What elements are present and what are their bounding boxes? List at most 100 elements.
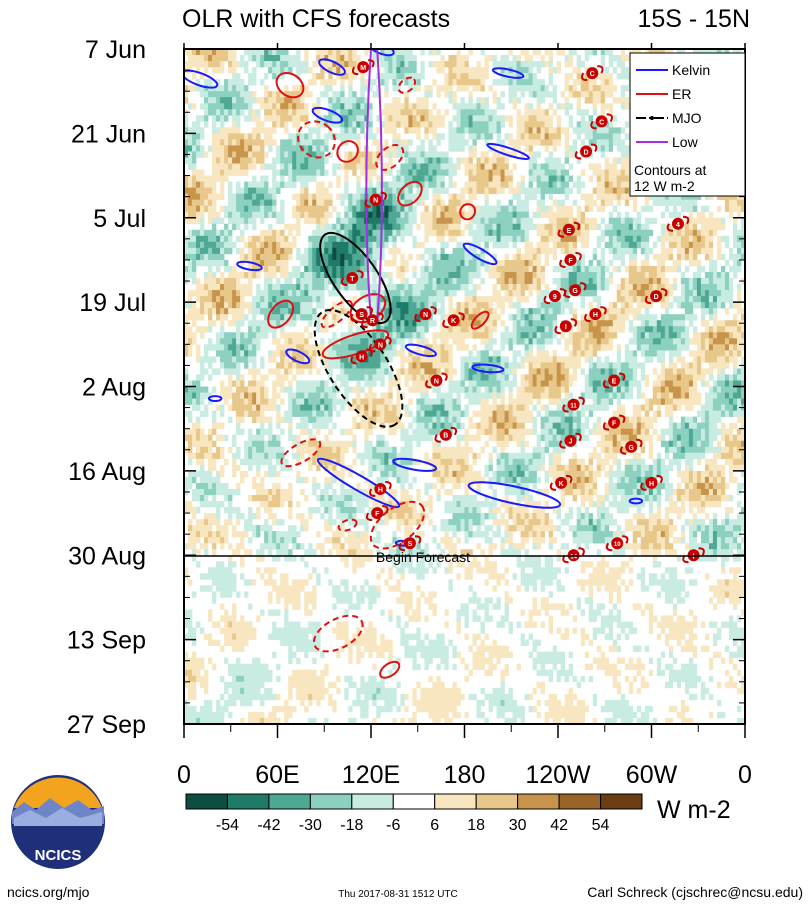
olr-cell <box>592 127 598 134</box>
olr-cell <box>460 314 465 321</box>
olr-cell <box>464 61 469 68</box>
olr-cell <box>528 247 533 255</box>
olr-cell <box>428 145 433 152</box>
olr-cell <box>520 199 525 206</box>
olr-cell <box>668 302 674 309</box>
olr-cell <box>572 271 577 279</box>
olr-cell <box>540 187 545 194</box>
olr-cell <box>380 241 385 249</box>
olr-cell <box>496 133 501 140</box>
olr-cell <box>572 332 577 339</box>
olr-cell <box>228 308 233 315</box>
olr-cell <box>700 296 706 303</box>
olr-cell <box>568 163 573 170</box>
olr-cell <box>404 199 409 206</box>
olr-cell <box>236 271 241 279</box>
olr-cell <box>244 49 249 56</box>
olr-cell <box>280 175 285 182</box>
olr-cell <box>224 265 229 273</box>
olr-cell <box>368 85 373 92</box>
olr-cell <box>608 127 614 134</box>
olr-cell <box>448 211 453 219</box>
olr-cell <box>600 253 606 261</box>
olr-cell <box>396 49 401 56</box>
olr-cell <box>720 235 726 243</box>
olr-cell <box>240 320 245 327</box>
olr-cell <box>484 115 489 122</box>
olr-cell <box>304 338 309 345</box>
olr-cell <box>232 55 237 62</box>
olr-cell <box>516 265 521 273</box>
olr-cell <box>372 55 377 62</box>
olr-cell <box>596 181 602 188</box>
olr-cell <box>636 217 642 225</box>
olr-cell <box>672 296 678 303</box>
olr-cell <box>388 271 393 279</box>
olr-cell <box>372 151 377 158</box>
olr-cell <box>288 278 293 285</box>
olr-cell <box>612 67 618 74</box>
olr-cell <box>384 181 389 188</box>
olr-cell <box>200 217 205 225</box>
olr-cell <box>600 61 606 68</box>
olr-cell <box>272 49 277 56</box>
olr-cell <box>592 290 598 297</box>
olr-cell <box>212 241 217 249</box>
olr-cell <box>440 278 445 285</box>
olr-cell <box>360 121 365 128</box>
olr-cell <box>232 121 237 128</box>
olr-cell <box>576 265 582 273</box>
olr-cell <box>432 253 437 261</box>
olr-cell <box>536 163 541 170</box>
olr-cell <box>460 211 465 219</box>
olr-cell <box>644 271 650 279</box>
olr-cell <box>216 193 221 200</box>
olr-cell <box>736 205 742 213</box>
olr-cell <box>256 205 261 213</box>
olr-cell <box>684 314 690 321</box>
olr-cell <box>300 151 305 158</box>
olr-cell <box>672 229 678 237</box>
olr-cell <box>664 265 670 273</box>
olr-cell <box>184 175 189 182</box>
olr-cell <box>304 121 309 128</box>
olr-cell <box>544 61 549 68</box>
olr-cell <box>220 151 225 158</box>
olr-cell <box>216 296 221 303</box>
olr-cell <box>272 338 277 345</box>
olr-cell <box>596 271 602 279</box>
olr-cell <box>216 145 221 152</box>
olr-cell <box>220 175 225 182</box>
olr-cell <box>476 320 481 327</box>
olr-cell <box>608 326 614 333</box>
olr-cell <box>488 85 493 92</box>
olr-cell <box>476 175 481 182</box>
olr-cell <box>548 169 553 176</box>
olr-cell <box>600 271 606 279</box>
olr-cell <box>284 253 289 261</box>
olr-cell <box>304 181 309 188</box>
olr-cell <box>440 211 445 219</box>
olr-cell <box>448 163 453 170</box>
olr-cell <box>368 115 373 122</box>
olr-cell <box>580 115 586 122</box>
olr-cell <box>596 97 602 104</box>
olr-cell <box>436 271 441 279</box>
olr-cell <box>360 109 365 116</box>
olr-cell <box>468 103 473 110</box>
olr-cell <box>384 139 389 146</box>
olr-cell <box>640 296 646 303</box>
olr-cell <box>536 109 541 116</box>
olr-cell <box>328 278 333 285</box>
olr-cell <box>428 265 433 273</box>
olr-cell <box>552 211 557 219</box>
olr-cell <box>476 332 481 339</box>
olr-cell <box>468 145 473 152</box>
olr-cell <box>304 55 309 62</box>
olr-cell <box>416 296 421 303</box>
olr-cell <box>564 55 569 62</box>
olr-cell <box>704 241 710 249</box>
olr-cell <box>236 163 241 170</box>
olr-cell <box>208 235 213 243</box>
olr-cell <box>184 121 189 128</box>
